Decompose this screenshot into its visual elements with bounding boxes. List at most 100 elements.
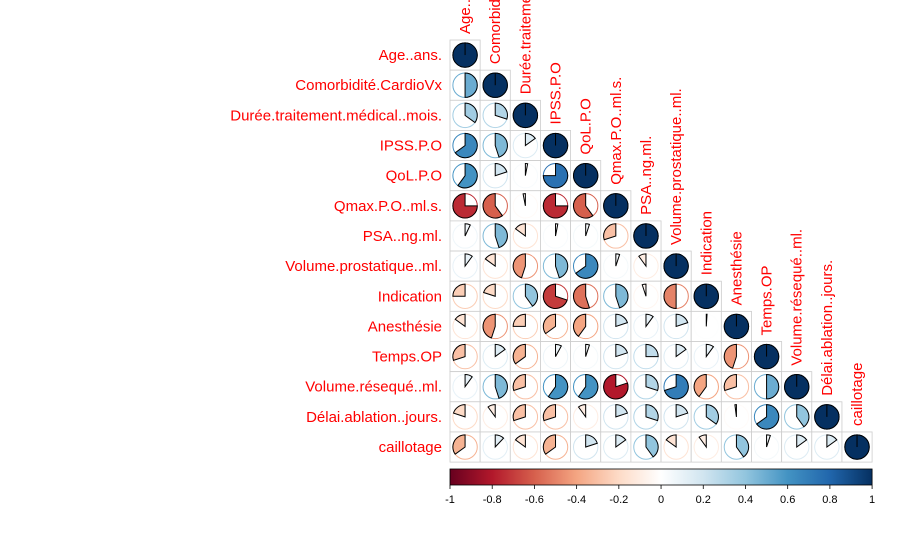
pie-slice: [555, 253, 569, 279]
row-label: Indication: [378, 288, 442, 305]
row-label: caillotage: [379, 439, 442, 456]
pie-cell: [542, 374, 569, 400]
pie-slice: [482, 193, 504, 219]
pie-slice: [615, 283, 629, 309]
pie-cell: [542, 162, 569, 189]
pie-slice: [766, 434, 771, 448]
pie-cell: [663, 434, 689, 460]
pie-cell: [633, 253, 659, 279]
pie-cell: [784, 404, 810, 430]
color-bar-tick-label: 0: [658, 494, 664, 506]
pie-cell: [693, 404, 719, 430]
row-labels: Age..ans. Comorbidité.CardioVx Durée.trait…: [230, 47, 442, 456]
pie-cell: [572, 313, 599, 340]
pie-slice: [512, 343, 526, 365]
column-labels: Age..ans. Comorbidité.CardioVx Durée.trait…: [457, 0, 866, 426]
pie-cell: [512, 404, 539, 430]
pie-slice: [555, 223, 559, 237]
pie-cell: [572, 404, 599, 430]
pie-cell: [542, 283, 569, 309]
column-label: Comorbidité.CardioVx: [487, 0, 504, 64]
pie-cell: [482, 404, 508, 430]
pie-slice: [663, 374, 689, 400]
pie-cell: [482, 162, 508, 189]
pie-cell: [603, 253, 629, 279]
pie-slice: [482, 283, 496, 297]
pie-cell: [482, 283, 508, 309]
column-label: Délai.ablation..jours.: [819, 260, 836, 396]
pie-cell: [753, 434, 780, 460]
pie-slice: [547, 374, 569, 400]
pie-slice: [555, 343, 563, 357]
pie-cell: [512, 253, 539, 279]
pie-slice: [542, 434, 557, 455]
pie-cell: [452, 253, 478, 279]
pie-cell: [482, 313, 508, 340]
pie-slice: [572, 283, 591, 309]
pie-cell: [693, 313, 719, 340]
pie-slice: [698, 434, 707, 449]
pie-slice: [494, 223, 508, 249]
pie-cell: [603, 374, 629, 400]
pie-slice: [452, 434, 466, 455]
correlation-grid: [449, 39, 873, 463]
pie-cell: [572, 343, 599, 370]
pie-cell: [452, 72, 478, 98]
pie-cell: [542, 253, 569, 279]
color-bar-tick-label: 0.4: [738, 494, 753, 506]
pie-cell: [452, 42, 478, 68]
row-label: PSA..ng.ml.: [363, 228, 442, 245]
pie-slice: [826, 434, 838, 449]
pie-slice: [585, 434, 598, 448]
pie-cell: [814, 434, 840, 460]
color-bar-tick-label: 1: [869, 494, 875, 506]
pie-slice: [464, 253, 473, 268]
pie-slice: [464, 102, 478, 124]
pie-cell: [784, 374, 810, 400]
row-label: Temps.OP: [372, 349, 442, 366]
column-label: Volume.prostatique..ml.: [668, 88, 685, 245]
pie-slice: [675, 343, 687, 358]
pie-cell: [512, 283, 539, 309]
pie-slice: [494, 102, 508, 120]
pie-cell: [723, 313, 750, 340]
column-label: Temps.OP: [759, 265, 776, 335]
pie-cell: [784, 434, 810, 460]
pie-cell: [633, 404, 659, 430]
pie-cell: [512, 132, 539, 159]
color-bar: [449, 468, 873, 486]
row-label: Durée.traitement.médical..mois.: [230, 107, 442, 124]
pie-cell: [542, 434, 569, 460]
pie-cell: [723, 343, 750, 370]
column-label: PSA..ng.ml.: [638, 136, 655, 215]
pie-cell: [482, 434, 508, 460]
pie-cell: [633, 434, 659, 460]
pie-cell: [603, 343, 629, 370]
row-label: Comorbidité.CardioVx: [295, 77, 442, 94]
pie-cell: [482, 374, 508, 400]
pie-cell: [512, 223, 539, 249]
pie-slice: [464, 223, 471, 237]
color-bar-tick-label: 0.2: [696, 494, 711, 506]
pie-slice: [645, 313, 654, 328]
color-bar-tick-label: -0.6: [525, 494, 544, 506]
color-bar-tick-label: -0.2: [609, 494, 628, 506]
pie-slice: [675, 313, 689, 328]
pie-slice: [645, 404, 659, 422]
pie-slice: [573, 193, 594, 219]
pie-slice: [615, 253, 621, 267]
pie-slice: [665, 434, 677, 449]
pie-slice: [645, 343, 659, 358]
column-label: Durée.traitement.médical..mois.: [517, 0, 534, 94]
pie-cell: [663, 404, 689, 430]
pie-slice: [542, 404, 557, 422]
pie-cell: [512, 374, 539, 400]
pie-slice: [464, 72, 478, 98]
pie-cell: [693, 343, 719, 370]
pie-slice: [522, 193, 526, 206]
pie-cell: [572, 283, 599, 309]
pie-cell: [572, 374, 599, 400]
pie-slice: [615, 434, 627, 449]
pie-cell: [663, 374, 689, 400]
pie-slice: [645, 374, 659, 392]
